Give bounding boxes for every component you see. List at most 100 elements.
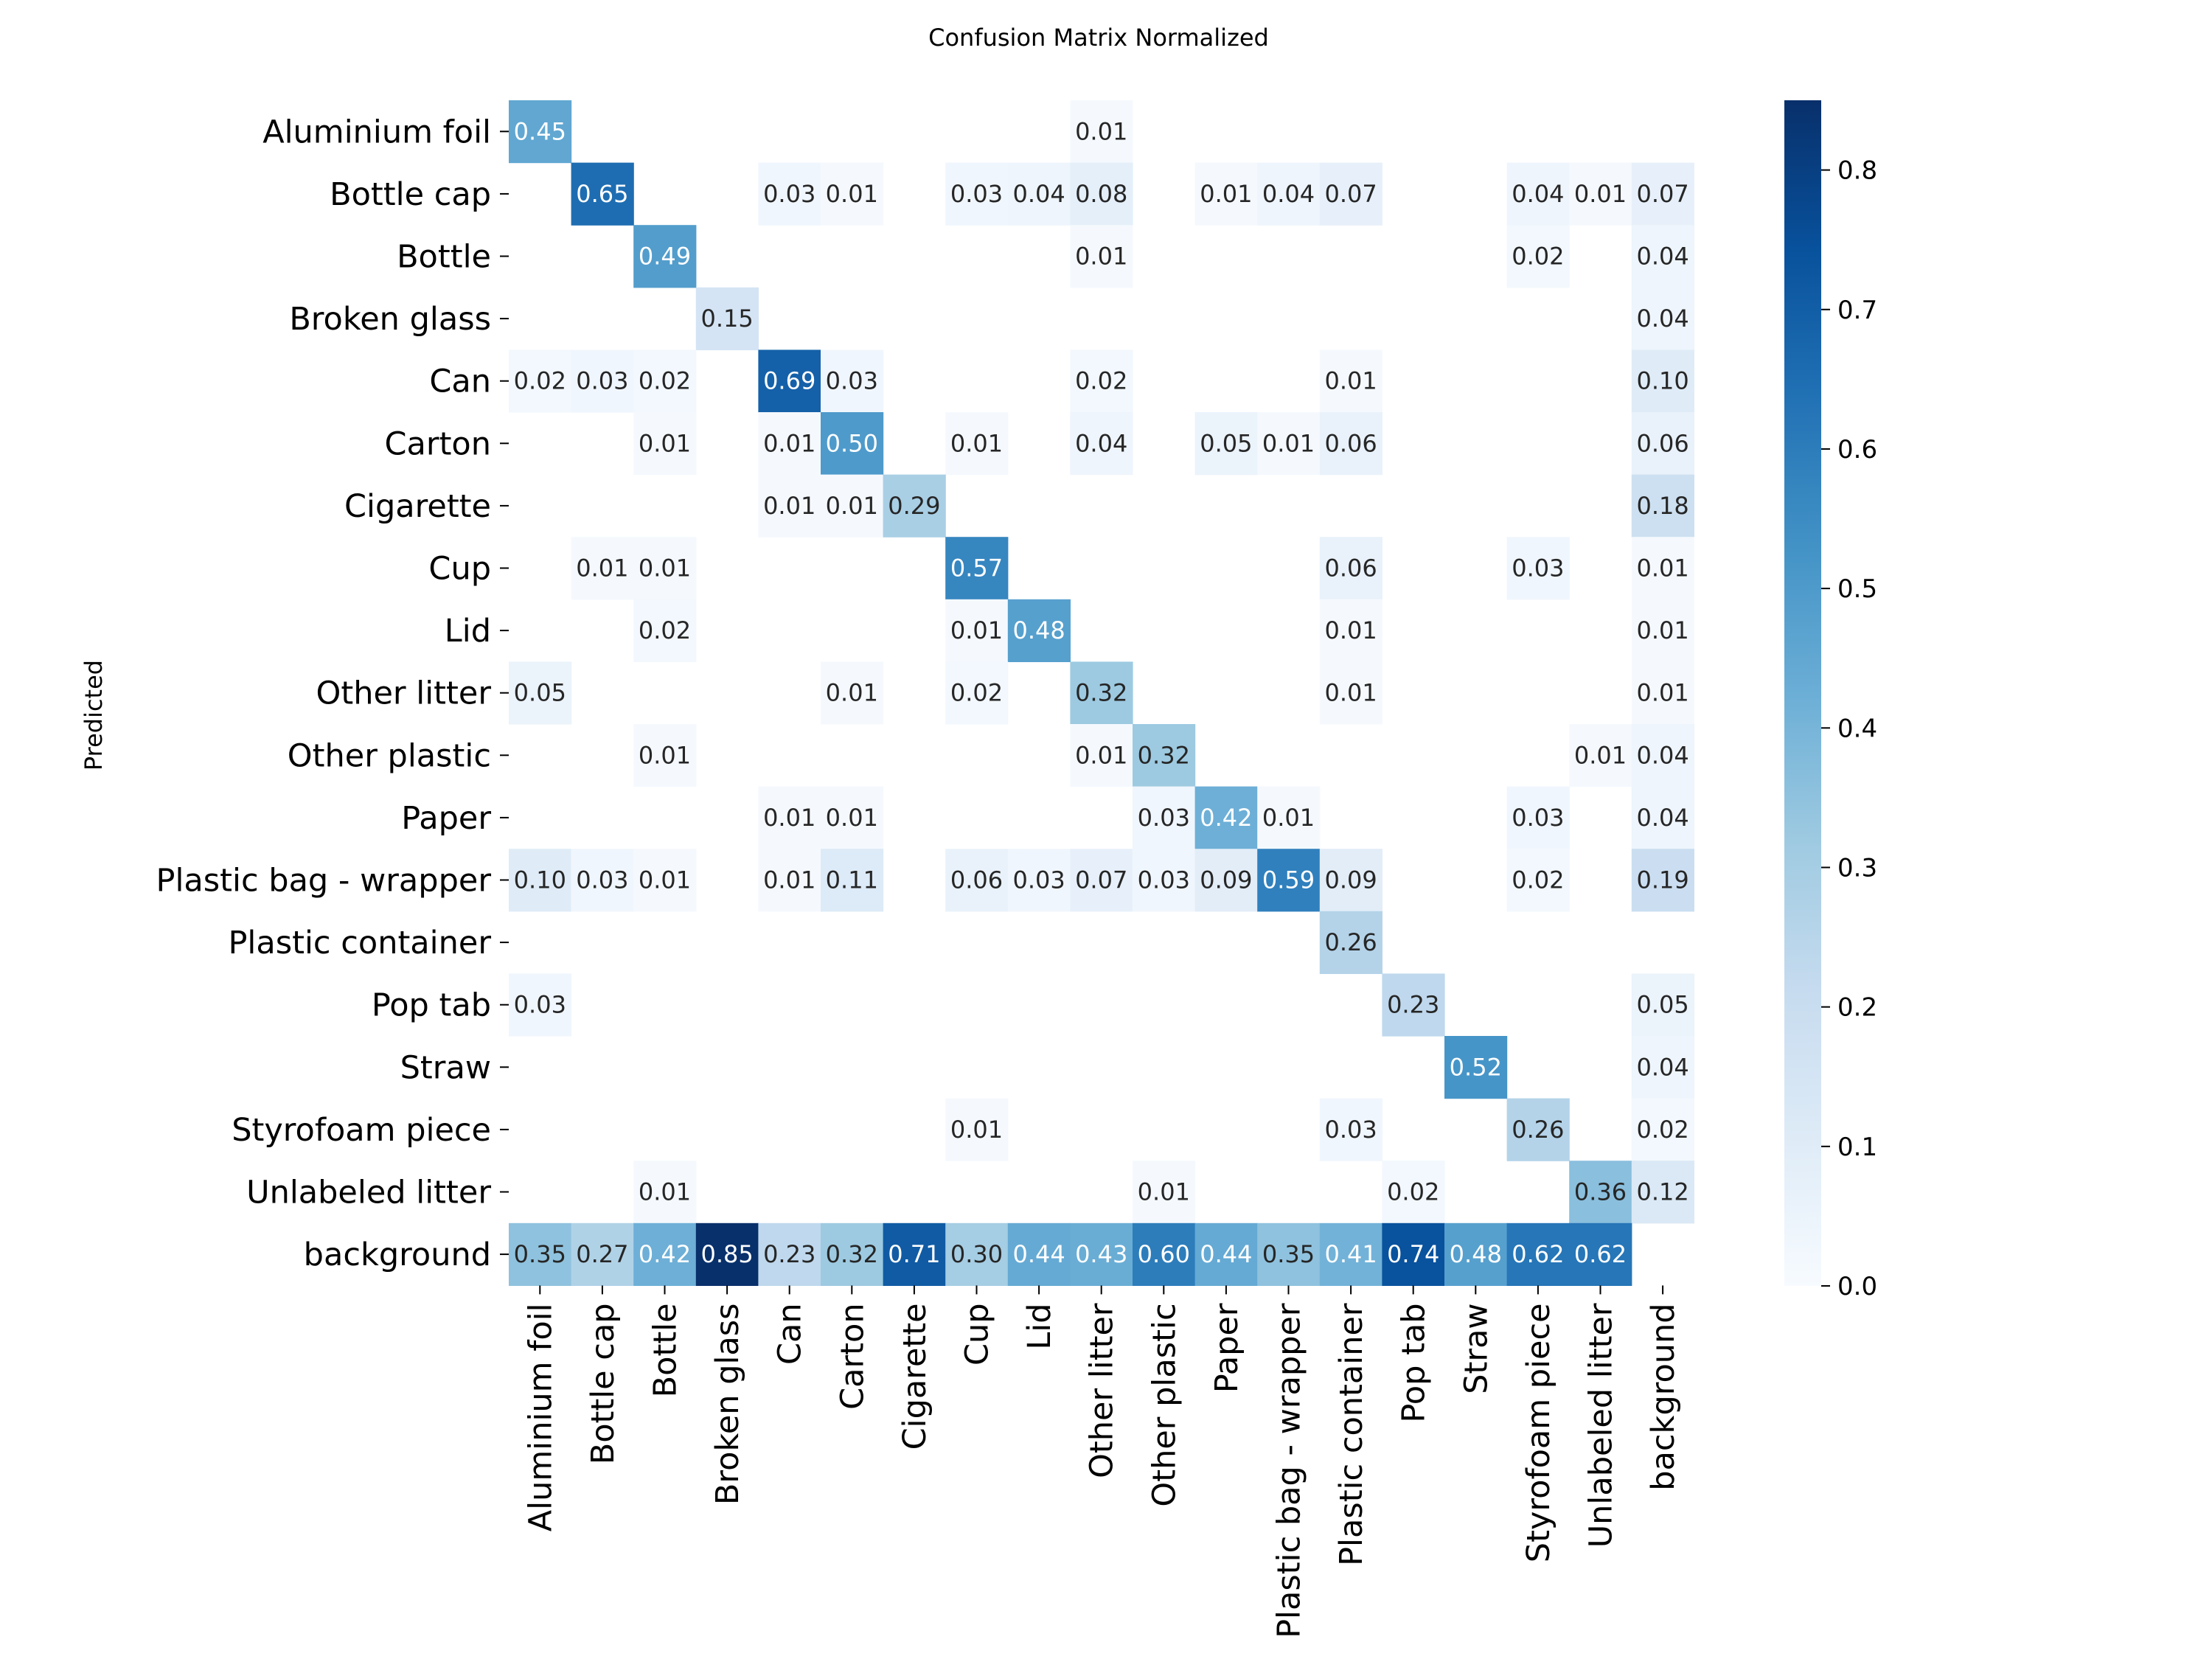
heatmap-cell (1070, 349, 1133, 413)
heatmap-cell (633, 849, 697, 912)
cell-value-label: 0.08 (1075, 180, 1127, 208)
heatmap-cell (1631, 599, 1694, 662)
cell-value-label: 0.01 (763, 429, 815, 457)
heatmap-cell (1319, 849, 1382, 912)
colorbar-ticks: 0.0 0.1 0.2 0.3 0.4 0.5 0.6 0.7 0.8 (1821, 156, 1877, 1301)
heatmap-cell (1133, 849, 1196, 912)
heatmap-cell (1631, 1036, 1694, 1099)
cell-value-label: 0.01 (576, 554, 628, 582)
colorbar-tick-label: 0.2 (1837, 993, 1877, 1023)
cell-value-label: 0.06 (1636, 429, 1688, 457)
heatmap-cell (1569, 724, 1632, 787)
cell-value-label: 0.50 (826, 429, 878, 457)
cell-value-label: 0.04 (1262, 180, 1315, 208)
heatmap-cells: 0.45 0.01 0.65 0.03 0.01 0.03 0.04 0.08 0.01 0.04… (509, 100, 1694, 1286)
heatmap-cell (1257, 1222, 1321, 1286)
heatmap-cell (821, 849, 884, 912)
cell-value-label: 0.01 (1324, 367, 1377, 395)
cell-value-label: 0.01 (639, 866, 691, 894)
cell-value-label: 0.03 (763, 180, 815, 208)
cell-value-label: 0.65 (576, 180, 628, 208)
heatmap-cell (945, 849, 1009, 912)
heatmap-cell (945, 537, 1009, 600)
heatmap-cell (821, 412, 884, 476)
heatmap-cell (1506, 1098, 1570, 1161)
cell-value-label: 0.01 (1636, 554, 1688, 582)
heatmap-cell (1631, 661, 1694, 725)
heatmap-cell (1319, 1098, 1382, 1161)
heatmap-cell (571, 537, 634, 600)
heatmap-cell (1070, 849, 1133, 912)
heatmap-cell (1569, 162, 1632, 226)
cell-value-label: 0.71 (888, 1240, 940, 1268)
heatmap-cell (1506, 162, 1570, 226)
x-tick-label: background (1645, 1303, 1682, 1490)
heatmap-cell (509, 1222, 572, 1286)
colorbar-tick-label: 0.5 (1837, 574, 1877, 604)
cell-value-label: 0.03 (576, 866, 628, 894)
heatmap-cell (945, 162, 1009, 226)
heatmap-cell (1631, 412, 1694, 476)
cell-value-label: 0.01 (639, 554, 691, 582)
heatmap-cell (1631, 162, 1694, 226)
heatmap-cell (758, 412, 821, 476)
cell-value-label: 0.03 (1512, 804, 1564, 832)
cell-value-label: 0.01 (639, 1178, 691, 1206)
y-tick-label: Plastic bag - wrapper (156, 863, 492, 900)
y-tick-label: Can (429, 364, 491, 400)
heatmap-cell (1257, 162, 1321, 226)
heatmap-cell (1257, 786, 1321, 849)
heatmap-cell (1382, 973, 1445, 1037)
cell-value-label: 0.02 (1636, 1116, 1688, 1144)
cell-value-label: 0.23 (763, 1240, 815, 1268)
heatmap-cell (633, 1222, 697, 1286)
y-tick-label: Aluminium foil (262, 114, 491, 150)
cell-value-label: 0.03 (1512, 554, 1564, 582)
cell-value-label: 0.06 (950, 866, 1003, 894)
cell-value-label: 0.01 (1574, 741, 1627, 769)
heatmap-cell (1382, 1161, 1445, 1224)
cell-value-label: 0.10 (1636, 367, 1688, 395)
x-tick-label: Straw (1458, 1303, 1495, 1394)
heatmap-cell (945, 1222, 1009, 1286)
heatmap-cell (1194, 786, 1258, 849)
cell-value-label: 0.01 (763, 492, 815, 520)
cell-value-label: 0.04 (1075, 429, 1127, 457)
x-tick-label: Unlabeled litter (1583, 1303, 1620, 1548)
cell-value-label: 0.01 (950, 1116, 1003, 1144)
heatmap-cell (1631, 786, 1694, 849)
cell-value-label: 0.06 (1324, 429, 1377, 457)
heatmap-cell (1070, 1222, 1133, 1286)
cell-value-label: 0.03 (1138, 866, 1190, 894)
heatmap-cell (571, 849, 634, 912)
x-tick-label: Styrofoam piece (1520, 1303, 1557, 1562)
cell-value-label: 0.43 (1075, 1240, 1127, 1268)
x-tick-label: Bottle cap (585, 1303, 622, 1464)
x-tick-label: Cup (959, 1303, 996, 1366)
y-tick-label: Unlabeled litter (246, 1175, 491, 1211)
x-tick-label: Aluminium foil (522, 1303, 559, 1531)
cell-value-label: 0.02 (639, 367, 691, 395)
heatmap-cell (571, 162, 634, 226)
heatmap-cell (1070, 162, 1133, 226)
cell-value-label: 0.44 (1200, 1240, 1252, 1268)
x-tick-label: Lid (1021, 1303, 1058, 1349)
cell-value-label: 0.04 (1636, 804, 1688, 832)
cell-value-label: 0.05 (1200, 429, 1252, 457)
heatmap-cell (821, 162, 884, 226)
cell-value-label: 0.48 (1450, 1240, 1502, 1268)
cell-value-label: 0.04 (1636, 305, 1688, 333)
cell-value-label: 0.35 (1262, 1240, 1315, 1268)
heatmap-cell (633, 1161, 697, 1224)
cell-value-label: 0.02 (1512, 866, 1564, 894)
x-tick-label: Paper (1208, 1303, 1245, 1393)
cell-value-label: 0.03 (514, 991, 566, 1019)
colorbar-tick-label: 0.4 (1837, 714, 1877, 743)
cell-value-label: 0.19 (1636, 866, 1688, 894)
heatmap-cell (1133, 1222, 1196, 1286)
heatmap-cell (945, 1098, 1009, 1161)
cell-value-label: 0.01 (950, 429, 1003, 457)
heatmap-cell (1631, 537, 1694, 600)
cell-value-label: 0.01 (826, 492, 878, 520)
heatmap-cell (821, 1222, 884, 1286)
